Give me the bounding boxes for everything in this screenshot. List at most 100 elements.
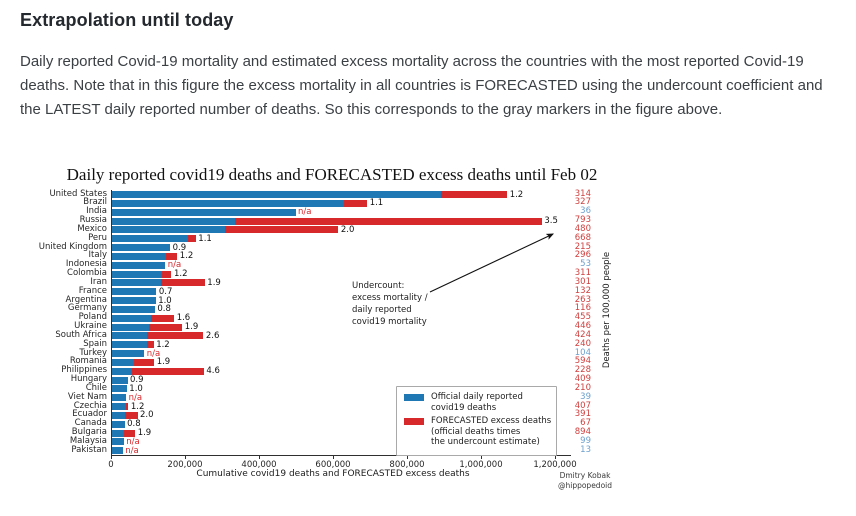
x-tick bbox=[407, 456, 408, 459]
undercount-annotation: Undercount: excess mortality / daily repor… bbox=[352, 280, 428, 328]
bar-official bbox=[112, 279, 161, 287]
country-label: Pakistan bbox=[71, 444, 107, 455]
per100k-value: 53 bbox=[580, 259, 591, 270]
legend-label: FORECASTED excess deaths (official deaths… bbox=[431, 416, 551, 448]
country-label: Hungary bbox=[70, 374, 107, 384]
country-label: Czechia bbox=[73, 400, 107, 411]
per100k-value: 39 bbox=[580, 391, 591, 402]
undercount-label: 0.8 bbox=[127, 419, 141, 430]
annotation-line: Undercount: bbox=[352, 281, 405, 291]
chart-title: Daily reported covid19 deaths and FORECA… bbox=[66, 165, 598, 184]
x-tick bbox=[259, 456, 260, 459]
undercount-label: 0.9 bbox=[130, 375, 144, 385]
country-label: Viet Nam bbox=[67, 391, 107, 402]
bar-official bbox=[112, 208, 296, 216]
bar-excess bbox=[166, 252, 178, 260]
undercount-label: 0.9 bbox=[172, 242, 187, 253]
x-tick bbox=[333, 456, 334, 459]
per100k-value: 446 bbox=[574, 321, 591, 331]
per100k-value: 116 bbox=[574, 303, 591, 314]
bar-excess bbox=[441, 191, 508, 198]
per100k-value: 296 bbox=[574, 250, 591, 261]
y-axis-spine bbox=[111, 190, 112, 456]
annotation-line: excess mortality / bbox=[352, 293, 428, 303]
bar-official bbox=[112, 341, 147, 349]
undercount-label: 1.2 bbox=[509, 189, 524, 200]
bar-excess bbox=[161, 270, 172, 278]
undercount-label: n/a bbox=[126, 436, 140, 447]
undercount-label: 1.9 bbox=[156, 357, 171, 368]
per100k-value: 99 bbox=[580, 435, 591, 446]
bar-official bbox=[112, 332, 148, 340]
x-axis-spine bbox=[111, 455, 571, 456]
country-label: Chile bbox=[85, 382, 107, 393]
bar-official bbox=[112, 438, 124, 446]
per100k-value: 36 bbox=[580, 206, 591, 217]
undercount-label: 2.0 bbox=[140, 410, 154, 421]
x-tick bbox=[111, 456, 112, 459]
country-label: United States bbox=[49, 188, 107, 199]
x-tick bbox=[555, 456, 556, 459]
covid-mortality-chart: Daily reported covid19 deaths and FORECA… bbox=[36, 163, 642, 511]
bar-official bbox=[112, 261, 166, 269]
bar-official bbox=[112, 305, 155, 313]
chart-credit: Dmitry Kobak @hippopedoid bbox=[515, 471, 655, 490]
legend-swatch-official bbox=[404, 394, 424, 401]
credit-line: @hippopedoid bbox=[557, 480, 613, 490]
bar-official bbox=[112, 358, 135, 366]
bar-official bbox=[112, 252, 167, 260]
undercount-label: 3.5 bbox=[544, 216, 558, 226]
undercount-label: 1.9 bbox=[184, 322, 199, 332]
bar-official bbox=[112, 244, 171, 251]
country-label: France bbox=[78, 285, 107, 296]
bar-official bbox=[112, 447, 123, 455]
legend-label-line: FORECASTED excess deaths bbox=[431, 416, 552, 426]
country-label: Turkey bbox=[79, 347, 107, 358]
per100k-value: 104 bbox=[574, 347, 591, 358]
per100k-value: 455 bbox=[574, 312, 591, 323]
x-tick-label: 0 bbox=[108, 460, 114, 470]
legend-swatch-excess bbox=[404, 418, 424, 425]
country-label: Brazil bbox=[83, 197, 107, 208]
bar-excess bbox=[149, 323, 183, 331]
country-label: Philippines bbox=[61, 365, 107, 376]
bar-excess bbox=[146, 341, 154, 349]
bar-official bbox=[112, 226, 226, 234]
undercount-label: 0.8 bbox=[157, 304, 171, 315]
page-title: Extrapolation until today bbox=[20, 10, 234, 30]
bar-official bbox=[112, 411, 125, 419]
legend-label-line: the undercount estimate) bbox=[431, 437, 540, 447]
per100k-value: 13 bbox=[580, 444, 591, 455]
country-label: Canada bbox=[74, 418, 107, 429]
per100k-value: 327 bbox=[574, 197, 591, 208]
bar-official bbox=[112, 217, 235, 225]
x-tick bbox=[185, 456, 186, 459]
country-label: Germany bbox=[67, 303, 107, 314]
annotation-line: daily reported bbox=[352, 305, 412, 315]
x-tick-label: 400,000 bbox=[241, 460, 277, 470]
country-label: Colombia bbox=[67, 268, 107, 278]
undercount-label: 4.6 bbox=[206, 366, 220, 377]
undercount-label: n/a bbox=[146, 348, 161, 359]
country-label: Argentina bbox=[65, 294, 107, 305]
undercount-label: 1.9 bbox=[207, 277, 221, 288]
bar-official bbox=[112, 288, 157, 296]
bar-excess bbox=[124, 429, 136, 437]
undercount-label: n/a bbox=[167, 260, 182, 271]
undercount-label: 2.6 bbox=[205, 330, 220, 341]
x-tick-label: 1,000,000 bbox=[459, 460, 503, 470]
annotation-line: covid19 mortality bbox=[352, 317, 427, 327]
bar-excess bbox=[188, 235, 196, 243]
per100k-value: 424 bbox=[574, 329, 591, 340]
right-axis-label-text: Deaths per 100,000 people bbox=[602, 251, 612, 369]
per100k-value: 793 bbox=[574, 215, 591, 225]
per100k-value: 228 bbox=[574, 365, 591, 376]
bar-excess bbox=[150, 314, 175, 322]
undercount-label: 1.2 bbox=[156, 339, 170, 350]
country-label: Bulgaria bbox=[71, 427, 107, 437]
undercount-label: 2.0 bbox=[340, 224, 355, 235]
country-label: United Kingdom bbox=[38, 241, 107, 252]
country-label: Romania bbox=[69, 356, 107, 367]
x-tick-label: 200,000 bbox=[167, 460, 203, 470]
